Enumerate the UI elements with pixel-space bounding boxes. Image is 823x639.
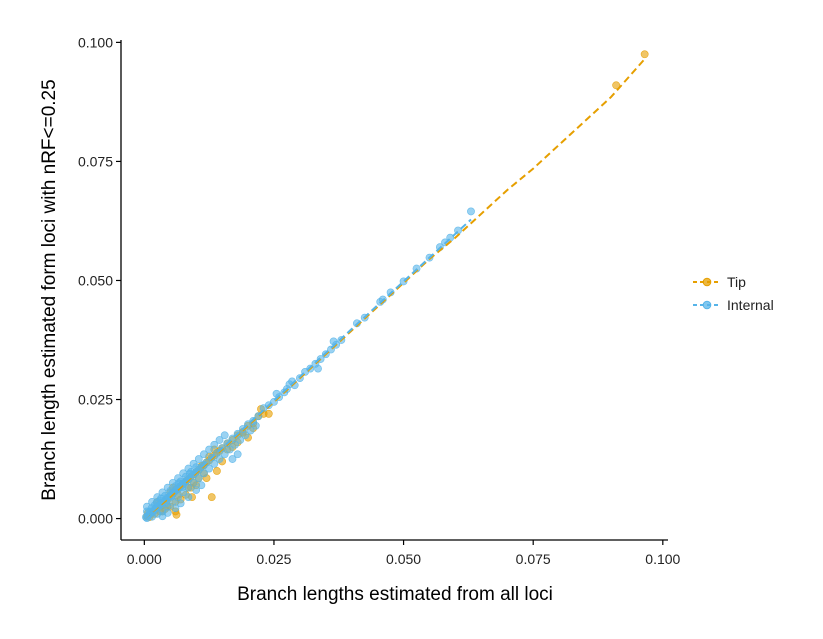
x-tick-label: 0.100 bbox=[645, 551, 680, 567]
point-tip bbox=[172, 510, 181, 519]
point-internal bbox=[184, 493, 193, 502]
point-internal bbox=[210, 440, 219, 449]
point-internal bbox=[241, 431, 250, 440]
legend-item-tip: Tip bbox=[693, 274, 746, 290]
point-internal bbox=[251, 421, 260, 430]
y-tick-label: 0.000 bbox=[78, 511, 113, 527]
legend-dot-tip bbox=[702, 277, 712, 287]
point-internal bbox=[246, 426, 255, 435]
y-axis-title: Branch length estimated form loci with n… bbox=[39, 79, 60, 500]
y-axis: 0.000 0.025 0.050 0.075 0.100 bbox=[78, 34, 122, 540]
legend-label-internal: Internal bbox=[727, 297, 774, 313]
point-internal bbox=[205, 464, 214, 473]
point-tip bbox=[213, 467, 221, 475]
point-internal bbox=[200, 450, 208, 459]
point-internal bbox=[163, 508, 172, 517]
trend-lines bbox=[143, 58, 646, 520]
point-internal bbox=[220, 431, 229, 440]
x-axis: 0.000 0.025 0.050 0.075 0.100 bbox=[121, 539, 681, 567]
point-internal bbox=[176, 499, 185, 508]
point-internal bbox=[215, 455, 224, 463]
trend-line-tip bbox=[143, 58, 646, 520]
point-internal bbox=[189, 478, 198, 487]
point-internal bbox=[186, 469, 194, 478]
point-internal bbox=[205, 445, 214, 454]
point-internal bbox=[197, 481, 206, 490]
y-axis-ticks: 0.000 0.025 0.050 0.075 0.100 bbox=[78, 34, 121, 527]
y-tick-label: 0.100 bbox=[78, 34, 113, 50]
point-internal bbox=[192, 486, 201, 494]
point-internal bbox=[215, 436, 224, 444]
x-axis-ticks: 0.000 0.025 0.050 0.075 0.100 bbox=[127, 540, 681, 567]
point-internal bbox=[171, 504, 180, 512]
trend-line-internal bbox=[143, 218, 472, 520]
legend-item-internal: Internal bbox=[693, 297, 774, 313]
x-axis-title: Branch lengths estimated from all loci bbox=[237, 584, 553, 605]
y-tick-label: 0.025 bbox=[78, 392, 113, 408]
point-internal bbox=[200, 469, 208, 478]
point-internal bbox=[210, 459, 219, 468]
point-internal bbox=[225, 445, 234, 454]
point-internal bbox=[467, 207, 475, 216]
point-tip bbox=[264, 409, 273, 418]
x-tick-label: 0.025 bbox=[256, 551, 291, 567]
y-tick-label: 0.075 bbox=[78, 153, 113, 169]
x-tick-label: 0.050 bbox=[386, 551, 421, 567]
point-tip bbox=[612, 81, 621, 90]
point-internal bbox=[220, 450, 229, 459]
point-internal bbox=[192, 463, 201, 472]
y-tick-label: 0.050 bbox=[78, 272, 113, 288]
legend-dot-internal bbox=[702, 300, 712, 310]
legend-label-tip: Tip bbox=[727, 274, 746, 290]
x-tick-label: 0.075 bbox=[516, 551, 551, 567]
point-internal bbox=[314, 364, 322, 373]
point-internal bbox=[231, 440, 239, 449]
point-internal bbox=[194, 474, 203, 482]
x-tick-label: 0.000 bbox=[127, 551, 162, 567]
point-internal bbox=[233, 450, 242, 459]
legend: Tip Internal bbox=[693, 274, 774, 313]
point-internal bbox=[194, 455, 203, 463]
point-tip bbox=[207, 493, 216, 502]
point-internal bbox=[236, 436, 245, 444]
point-internal bbox=[228, 455, 237, 463]
point-tip bbox=[640, 50, 649, 59]
